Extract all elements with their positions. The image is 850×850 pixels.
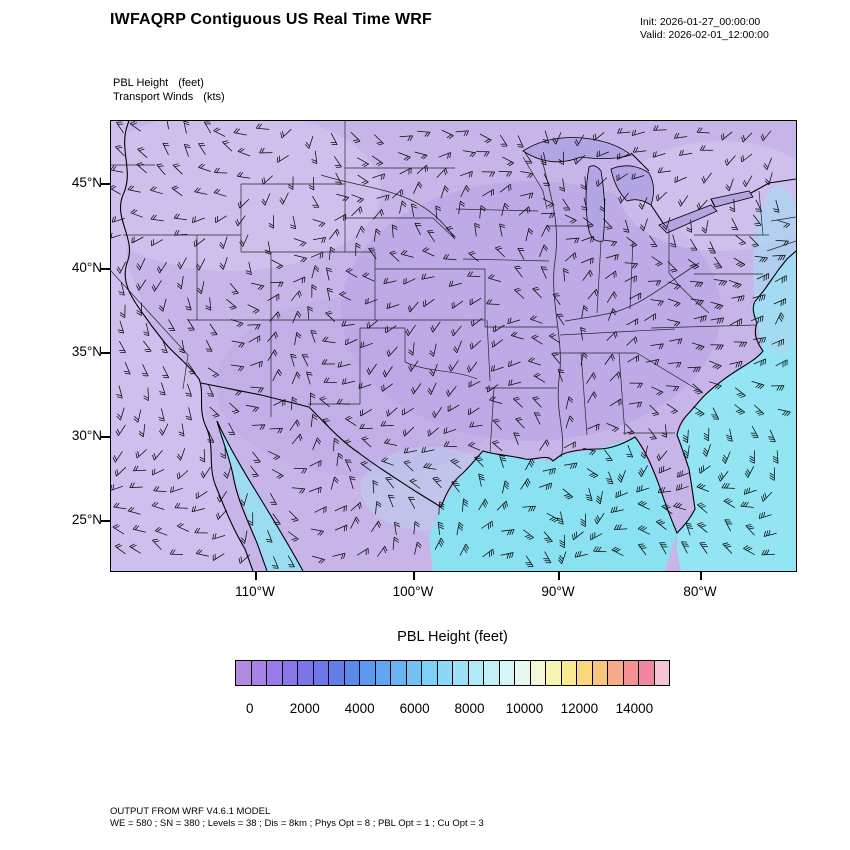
colorbar-tick-label: 14000 bbox=[615, 701, 654, 716]
colorbar-cell bbox=[251, 661, 267, 685]
colorbar-cell bbox=[654, 661, 669, 685]
x-axis-label: 110°W bbox=[235, 584, 275, 599]
wind-barbs bbox=[108, 116, 791, 569]
state-borders bbox=[110, 121, 797, 454]
colorbar-cell bbox=[530, 661, 546, 685]
pacific-ocean-fill bbox=[111, 121, 253, 571]
colorbar-cell bbox=[484, 661, 500, 685]
field-labels: PBL Height (feet) Transport Winds (kts) bbox=[113, 76, 225, 104]
us-weather-map bbox=[81, 111, 821, 572]
colorbar-tick-label: 12000 bbox=[560, 701, 599, 716]
colorbar-cell bbox=[546, 661, 562, 685]
colorbar-cell bbox=[391, 661, 407, 685]
colorbar-cell bbox=[375, 661, 391, 685]
colorbar-cell bbox=[344, 661, 360, 685]
atlantic-nearshore-shading bbox=[753, 186, 805, 356]
field-label-pbl: PBL Height (feet) bbox=[113, 77, 204, 89]
colorbar-tick-label: 4000 bbox=[344, 701, 375, 716]
x-axis-label: 100°W bbox=[392, 584, 434, 599]
y-axis-tickmark bbox=[101, 352, 110, 354]
run-info: Init: 2026-01-27_00:00:00 Valid: 2026-02… bbox=[640, 16, 769, 42]
colorbar-tick-label: 0 bbox=[246, 701, 254, 716]
x-axis-tickmark bbox=[558, 572, 560, 580]
colorbar-tick-label: 10000 bbox=[505, 701, 544, 716]
x-axis-label: 80°W bbox=[683, 584, 717, 599]
colorbar-cell bbox=[468, 661, 484, 685]
colorbar-cell bbox=[406, 661, 422, 685]
colorbar-tick-labels: 0 2000 4000 6000 8000 10000 12000 14000 bbox=[235, 701, 670, 719]
field-label-winds: Transport Winds (kts) bbox=[113, 91, 225, 103]
colorbar-cell bbox=[282, 661, 298, 685]
colorbar-cell bbox=[329, 661, 345, 685]
colorbar-cell bbox=[267, 661, 283, 685]
map-plot-area bbox=[81, 111, 821, 572]
colorbar-cell bbox=[453, 661, 469, 685]
colorbar-cell bbox=[577, 661, 593, 685]
colorbar-cell bbox=[313, 661, 329, 685]
rivers bbox=[320, 154, 700, 458]
colorbar-title: PBL Height (feet) bbox=[397, 629, 508, 645]
colorbar-cell bbox=[515, 661, 531, 685]
footer-model-line: OUTPUT FROM WRF V4.6.1 MODEL bbox=[110, 806, 271, 817]
gulf-of-mexico-fill bbox=[429, 437, 677, 571]
colorbar-cell bbox=[639, 661, 655, 685]
y-axis-tickmark bbox=[101, 520, 110, 522]
colorbar-cell bbox=[592, 661, 608, 685]
model-info-footer: OUTPUT FROM WRF V4.6.1 MODEL WE = 580 ; … bbox=[110, 806, 484, 830]
y-axis-tickmark bbox=[101, 436, 110, 438]
y-axis-label: 30°N bbox=[71, 428, 102, 443]
colorbar-cell bbox=[298, 661, 314, 685]
colorbar-cell bbox=[437, 661, 453, 685]
y-axis-tickmark bbox=[101, 183, 110, 185]
colorbar-cell bbox=[623, 661, 639, 685]
y-axis-label: 40°N bbox=[71, 260, 102, 275]
colorbar-tick-label: 6000 bbox=[399, 701, 430, 716]
colorbar-cell bbox=[499, 661, 515, 685]
colorbar-tick-label: 8000 bbox=[454, 701, 485, 716]
y-axis-tickmark bbox=[101, 268, 110, 270]
valid-time-label: Valid: 2026-02-01_12:00:00 bbox=[640, 29, 769, 41]
init-time-label: Init: 2026-01-27_00:00:00 bbox=[640, 16, 761, 28]
x-axis-label: 90°W bbox=[541, 584, 575, 599]
y-axis-label: 25°N bbox=[71, 512, 102, 527]
colorbar-cell bbox=[360, 661, 376, 685]
x-axis-tickmark bbox=[255, 572, 257, 580]
colorbar-tick-label: 2000 bbox=[289, 701, 320, 716]
y-axis-label: 45°N bbox=[71, 175, 102, 190]
colorbar-cell bbox=[561, 661, 577, 685]
y-axis-label: 35°N bbox=[71, 344, 102, 359]
plot-title: IWFAQRP Contiguous US Real Time WRF bbox=[110, 11, 432, 28]
colorbar-cell bbox=[608, 661, 624, 685]
footer-config-line: WE = 580 ; SN = 380 ; Levels = 38 ; Dis … bbox=[110, 818, 484, 829]
colorbar bbox=[235, 660, 670, 686]
x-axis-tickmark bbox=[413, 572, 415, 580]
colorbar-cell bbox=[236, 661, 252, 685]
colorbar-cell bbox=[422, 661, 438, 685]
x-axis-tickmark bbox=[700, 572, 702, 580]
